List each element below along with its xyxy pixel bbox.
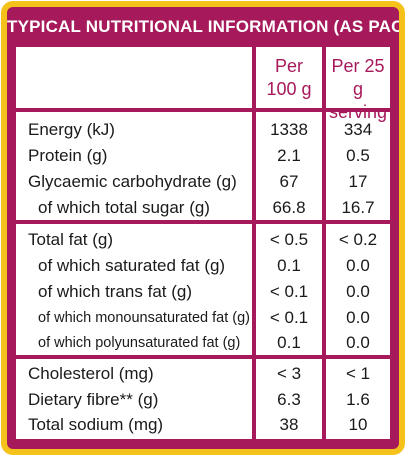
row-label: of which monounsaturated fat (g)	[38, 310, 250, 326]
table-row: Dietary fibre** (g) 6.3 1.6	[16, 387, 390, 413]
table-row: Total fat (g) < 0.5 < 0.2	[16, 227, 390, 253]
row-value-per-serving: 0.0	[346, 282, 370, 301]
row-label: of which saturated fat (g)	[38, 256, 226, 275]
row-value-per-100g: 38	[279, 415, 299, 434]
column-header-per-100g: Per 100 g	[256, 55, 322, 101]
row-label: of which total sugar (g)	[38, 198, 210, 217]
column-header-line: 100 g	[266, 79, 312, 99]
row-label: Protein (g)	[28, 146, 108, 165]
section-divider	[16, 355, 390, 359]
column-divider	[322, 47, 326, 439]
row-value-per-serving: 10	[348, 415, 368, 434]
row-value-per-serving: 17	[348, 172, 368, 191]
header-divider	[16, 108, 390, 112]
row-value-per-serving: 0.0	[346, 308, 370, 327]
row-value-per-serving: 1.6	[346, 390, 370, 409]
row-value-per-serving: 334	[343, 120, 373, 139]
row-label: Total fat (g)	[28, 230, 114, 249]
row-value-per-100g: 0.1	[277, 333, 301, 352]
row-value-per-serving: 0.5	[346, 146, 370, 165]
row-value-per-100g: 6.3	[277, 390, 301, 409]
row-label: Total sodium (mg)	[28, 415, 164, 434]
row-value-per-100g: 66.8	[272, 198, 306, 217]
row-label: of which polyunsaturated fat (g)	[38, 335, 241, 351]
table-title: TYPICAL NUTRITIONAL INFORMATION (AS PACK…	[7, 17, 405, 36]
table-row: Protein (g) 2.1 0.5	[16, 143, 390, 169]
row-value-per-100g: 67	[279, 172, 299, 191]
row-value-per-serving: < 0.2	[338, 230, 378, 249]
row-value-per-100g: < 0.1	[269, 308, 309, 327]
row-value-per-100g: 0.1	[277, 256, 301, 275]
row-value-per-100g: < 0.5	[269, 230, 309, 249]
row-label: Energy (kJ)	[28, 120, 115, 139]
column-header-per-serving: Per 25 g serving	[326, 55, 390, 124]
column-header-line: Per	[274, 56, 303, 76]
row-value-per-100g: 1338	[270, 120, 308, 139]
row-label: Glycaemic carbohydrate (g)	[28, 172, 237, 191]
row-value-per-serving: 0.0	[346, 333, 370, 352]
row-value-per-serving: 0.0	[346, 256, 370, 275]
table-row: Glycaemic carbohydrate (g) 67 17	[16, 169, 390, 195]
row-value-per-100g: 2.1	[277, 146, 301, 165]
row-value-per-100g: < 3	[276, 364, 302, 383]
table-row: Energy (kJ) 1338 334	[16, 117, 390, 143]
row-label: of which trans fat (g)	[38, 282, 193, 301]
section-divider	[16, 220, 390, 224]
nutrition-table: Per 100 g Per 25 g serving Energy (kJ) 1…	[16, 47, 390, 439]
table-row: of which trans fat (g) < 0.1 0.0	[16, 279, 390, 305]
row-value-per-serving: < 1	[345, 364, 371, 383]
table-row: of which monounsaturated fat (g) < 0.1 0…	[16, 305, 390, 331]
row-value-per-serving: 16.7	[341, 198, 375, 217]
column-header-line: Per 25 g	[331, 56, 385, 99]
column-header-line: serving	[328, 102, 388, 122]
table-row: of which total sugar (g) 66.8 16.7	[16, 195, 390, 221]
table-row: of which saturated fat (g) 0.1 0.0	[16, 253, 390, 279]
column-divider	[252, 47, 256, 439]
table-row: Total sodium (mg) 38 10	[16, 412, 390, 438]
table-row: Cholesterol (mg) < 3 < 1	[16, 361, 390, 387]
row-value-per-100g: < 0.1	[269, 282, 309, 301]
table-row: of which polyunsaturated fat (g) 0.1 0.0	[16, 330, 390, 356]
row-label: Dietary fibre** (g)	[28, 390, 159, 409]
row-label: Cholesterol (mg)	[28, 364, 154, 383]
